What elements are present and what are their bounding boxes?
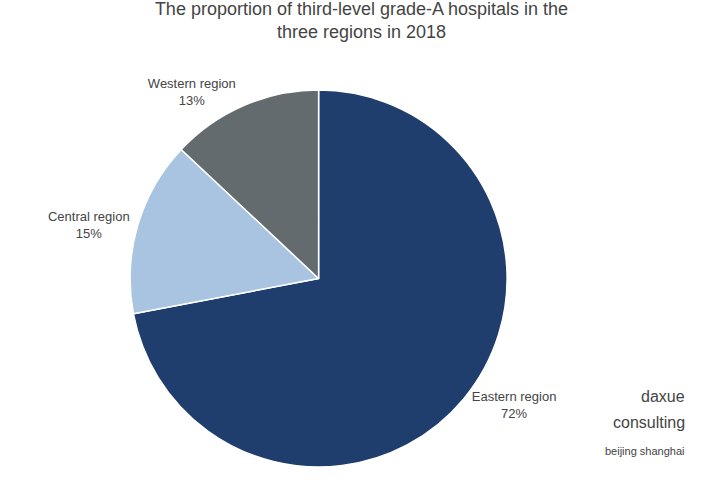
svg-text:The proportion of third-level: The proportion of third-level grade-A ho… <box>155 0 568 42</box>
svg-text:consulting: consulting <box>613 414 685 431</box>
svg-text:Central region15%: Central region15% <box>48 209 130 241</box>
svg-text:daxue: daxue <box>641 388 685 405</box>
svg-text:Eastern region72%: Eastern region72% <box>472 389 557 421</box>
svg-text:beijing shanghai: beijing shanghai <box>605 445 685 457</box>
svg-text:Western region13%: Western region13% <box>148 76 236 108</box>
